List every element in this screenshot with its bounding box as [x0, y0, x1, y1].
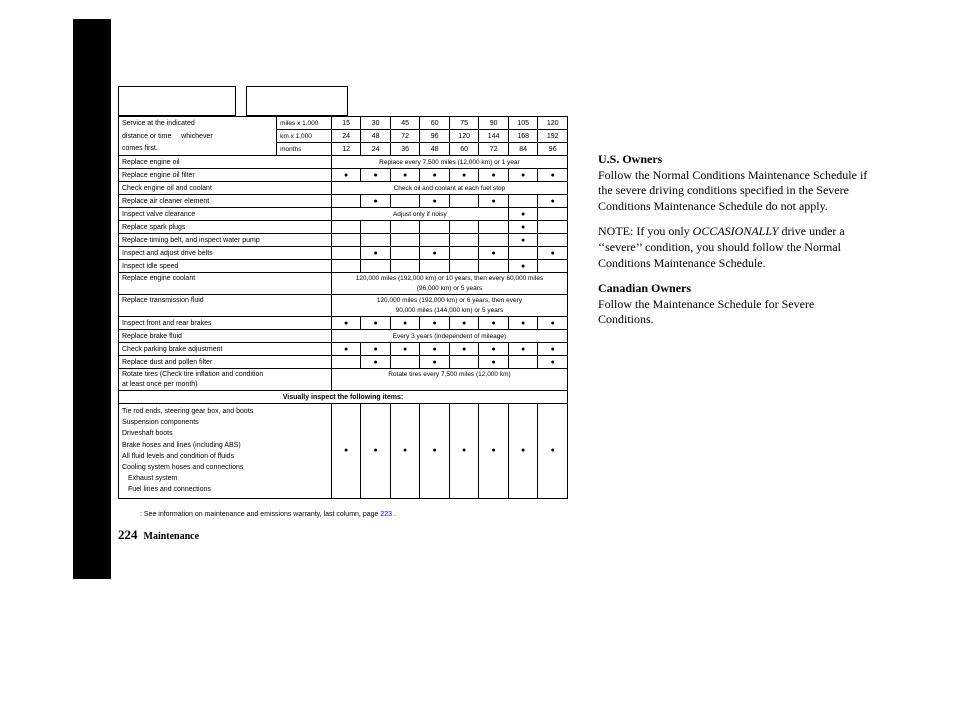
table-row: Inspect front and rear brakes ●●●●●●●●	[119, 317, 568, 330]
table-row: Inspect idle speed ●	[119, 260, 568, 273]
table-row: (96,000 km) or 5 years	[119, 284, 568, 295]
footnote: : See information on maintenance and emi…	[140, 511, 568, 518]
table-row: Inspect valve clearance Adjust only if n…	[119, 208, 568, 221]
table-row: Replace spark plugs ●	[119, 221, 568, 234]
maintenance-table: Service at the indicated miles x 1,000 1…	[118, 116, 568, 499]
footnote-page-link[interactable]: 223	[380, 511, 392, 518]
us-owners-title: U.S. Owners	[598, 152, 662, 166]
maintenance-table-wrap: Service at the indicated miles x 1,000 1…	[118, 116, 568, 518]
table-row: Replace air cleaner element ●●●●	[119, 195, 568, 208]
table-row: Replace engine coolant 120,000 miles (19…	[119, 273, 568, 284]
right-text-column: U.S. Owners Follow the Normal Conditions…	[598, 116, 868, 518]
page-content: Service at the indicated miles x 1,000 1…	[118, 86, 878, 518]
top-box-2	[246, 86, 348, 116]
table-header-row: distance or time whichever km x 1,000 24…	[119, 130, 568, 143]
table-section-header: Visually inspect the following items:	[119, 391, 568, 404]
side-black-bar	[73, 19, 111, 579]
table-row: Replace engine oil filter ●●●●●●●●	[119, 169, 568, 182]
table-row: Replace transmission fluid 120,000 miles…	[119, 295, 568, 306]
table-row: Replace timing belt, and inspect water p…	[119, 234, 568, 247]
top-empty-boxes	[118, 86, 878, 116]
ca-owners-title: Canadian Owners	[598, 281, 691, 295]
top-box-1	[118, 86, 236, 116]
hdr-label: Service at the indicated	[119, 117, 277, 130]
table-row: Replace dust and pollen filter ●●●●	[119, 356, 568, 369]
page-number: 224Maintenance	[118, 527, 199, 543]
note-paragraph: NOTE: If you only OCCASIONALLY drive und…	[598, 224, 868, 271]
table-row: Check engine oil and coolant Check oil a…	[119, 182, 568, 195]
table-row: Replace brake fluid Every 3 years (indep…	[119, 330, 568, 343]
table-row: Replace engine oil Replace every 7,500 m…	[119, 156, 568, 169]
table-row: 90,000 miles (144,000 km) or 5 years	[119, 306, 568, 317]
us-owners-body: Follow the Normal Conditions Maintenance…	[598, 168, 867, 213]
table-row: at least once per month)	[119, 380, 568, 391]
table-row: Rotate tires (Check tire inflation and c…	[119, 369, 568, 380]
hdr-unit: miles x 1,000	[277, 117, 332, 130]
table-row: Inspect and adjust drive belts ●●●●	[119, 247, 568, 260]
ca-owners-body: Follow the Maintenance Schedule for Seve…	[598, 297, 814, 327]
table-header-row: Service at the indicated miles x 1,000 1…	[119, 117, 568, 130]
table-header-row: comes first. months 12 24 36 48 60 72 84…	[119, 143, 568, 156]
table-row: Tie rod ends, steering gear box, and boo…	[119, 404, 568, 499]
table-row: Check parking brake adjustment ●●●●●●●●	[119, 343, 568, 356]
